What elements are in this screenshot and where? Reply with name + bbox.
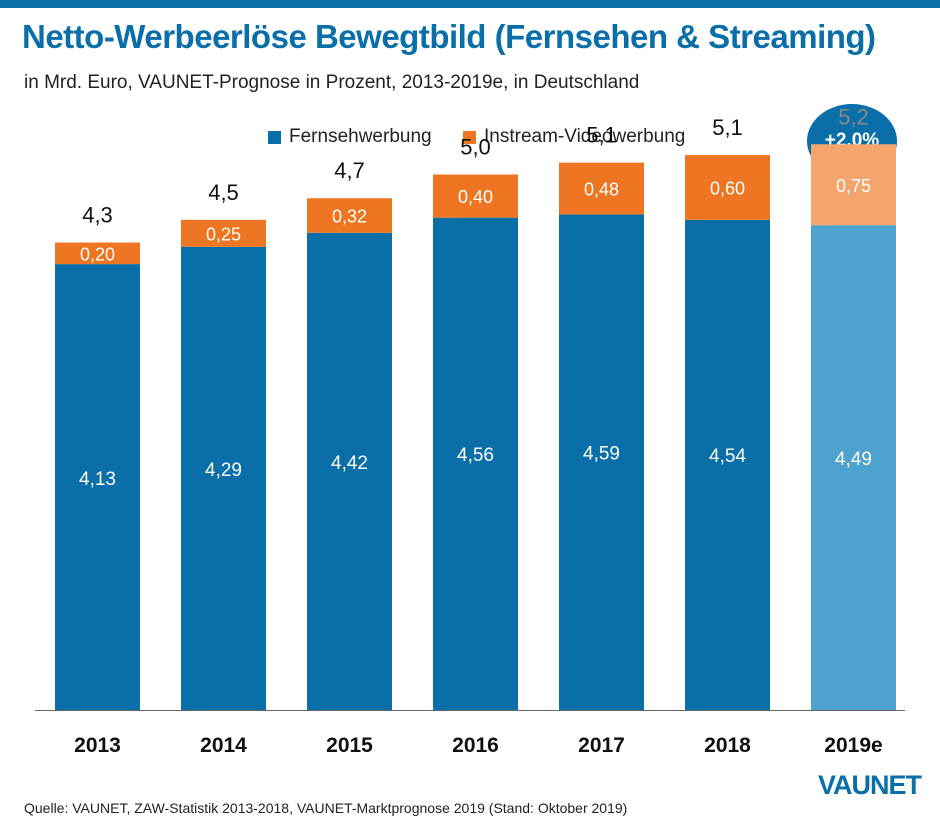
bar-tv-2017	[559, 214, 644, 710]
bar-instream-2015	[307, 198, 392, 233]
data-label-instream-2014: 0,25	[206, 224, 241, 244]
legend-label-tv: Fernsehwerbung	[289, 126, 432, 147]
x-tick-label-2018: 2018	[704, 734, 751, 757]
bar-instream-2017	[559, 162, 644, 215]
data-label-instream-2017: 0,48	[584, 180, 619, 200]
data-label-instream-2013: 0,20	[80, 244, 115, 264]
total-label-2017: 5,1	[586, 123, 617, 148]
bar-instream-2016	[433, 174, 518, 218]
stacked-bar-chart: 4,13 0,20 4,3 2013 4,29 0,25 4,5 2014 4,42 0,32 4,…	[35, 104, 905, 757]
data-label-tv-2013: 4,13	[79, 469, 116, 490]
bar-instream-2014	[181, 219, 266, 247]
bar-tv-2019e	[811, 225, 896, 710]
total-label-2015: 4,7	[334, 158, 365, 183]
total-label-2014: 4,5	[208, 180, 239, 205]
total-label-2013: 4,3	[82, 203, 113, 228]
bar-instream-2013	[55, 242, 140, 265]
total-label-2018: 5,1	[712, 115, 743, 140]
x-tick-label-2019e: 2019e	[824, 734, 882, 757]
source-note: Quelle: VAUNET, ZAW-Statistik 2013-2018,…	[24, 800, 628, 816]
legend-swatch-instream	[463, 130, 476, 144]
data-label-instream-2016: 0,40	[458, 187, 493, 207]
vaunet-logo: VAUNET	[818, 770, 922, 800]
total-label-2019e: 5,2	[838, 104, 869, 129]
legend-item-tv: Fernsehwerbung	[268, 126, 432, 148]
legend-label-instream: Instream-Videowerbung	[484, 126, 686, 147]
bar-instream-2019e	[811, 144, 896, 226]
data-label-tv-2017: 4,59	[583, 443, 620, 464]
chart-subtitle: in Mrd. Euro, VAUNET-Prognose in Prozent…	[24, 72, 640, 93]
chart-title: Netto-Werbeerlöse Bewegtbild (Fernsehen …	[22, 18, 876, 55]
bar-tv-2018	[685, 219, 770, 711]
bar-instream-2018	[685, 155, 770, 220]
data-label-tv-2018: 4,54	[709, 446, 746, 467]
x-tick-label-2017: 2017	[578, 734, 625, 757]
data-label-instream-2015: 0,32	[332, 207, 367, 227]
data-label-tv-2019e: 4,49	[835, 449, 872, 470]
bar-tv-2014	[181, 246, 266, 711]
data-label-tv-2015: 4,42	[331, 453, 368, 474]
data-label-instream-2019e: 0,75	[836, 176, 871, 196]
data-label-tv-2014: 4,29	[205, 460, 242, 481]
legend-item-instream: Instream-Videowerbung	[463, 126, 685, 148]
data-label-instream-2018: 0,60	[710, 178, 745, 198]
top-accent-bar	[0, 0, 940, 8]
x-tick-label-2016: 2016	[452, 734, 499, 757]
x-tick-label-2013: 2013	[74, 734, 121, 757]
x-tick-label-2015: 2015	[326, 734, 373, 757]
bar-tv-2016	[433, 217, 518, 711]
legend-swatch-tv	[268, 130, 281, 144]
bar-tv-2015	[307, 232, 392, 711]
x-tick-label-2014: 2014	[200, 734, 247, 757]
bar-tv-2013	[55, 264, 140, 710]
data-label-tv-2016: 4,56	[457, 445, 494, 466]
total-label-2016: 5,0	[460, 134, 491, 159]
